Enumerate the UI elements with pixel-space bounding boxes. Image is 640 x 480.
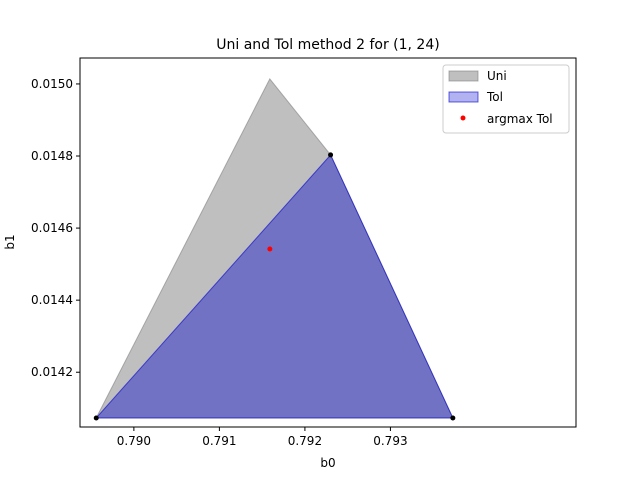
y-axis: 0.0142 0.0144 0.0146 0.0148 0.0150	[31, 77, 80, 379]
x-tick-label: 0.793	[373, 434, 407, 448]
legend: Uni Tol argmax Tol	[442, 64, 570, 134]
region-tol	[95, 153, 454, 419]
legend-label-argmax: argmax Tol	[487, 112, 553, 126]
vertex-marker	[450, 415, 456, 421]
chart-title: Uni and Tol method 2 for (1, 24)	[216, 37, 439, 53]
x-tick-label: 0.792	[288, 434, 322, 448]
x-tick-label: 0.790	[117, 434, 151, 448]
legend-label-tol: Tol	[486, 90, 503, 104]
legend-marker-argmax	[460, 115, 466, 121]
vertex-marker	[328, 152, 334, 158]
y-axis-label: b1	[3, 234, 17, 249]
y-tick-label: 0.0150	[31, 77, 73, 91]
y-tick-label: 0.0142	[31, 365, 73, 379]
point-argmax-tol	[267, 246, 273, 252]
legend-swatch-uni	[448, 70, 479, 82]
legend-swatch-tol	[448, 91, 479, 103]
y-tick-label: 0.0148	[31, 149, 73, 163]
x-axis-label: b0	[320, 456, 335, 470]
x-axis: 0.790 0.791 0.792 0.793	[117, 427, 408, 448]
legend-frame	[442, 64, 570, 134]
plot-area	[93, 77, 456, 421]
x-tick-label: 0.791	[202, 434, 236, 448]
y-tick-label: 0.0146	[31, 221, 73, 235]
y-tick-label: 0.0144	[31, 293, 73, 307]
vertex-marker	[93, 415, 99, 421]
legend-label-uni: Uni	[487, 69, 507, 83]
axes-frame	[79, 57, 577, 428]
